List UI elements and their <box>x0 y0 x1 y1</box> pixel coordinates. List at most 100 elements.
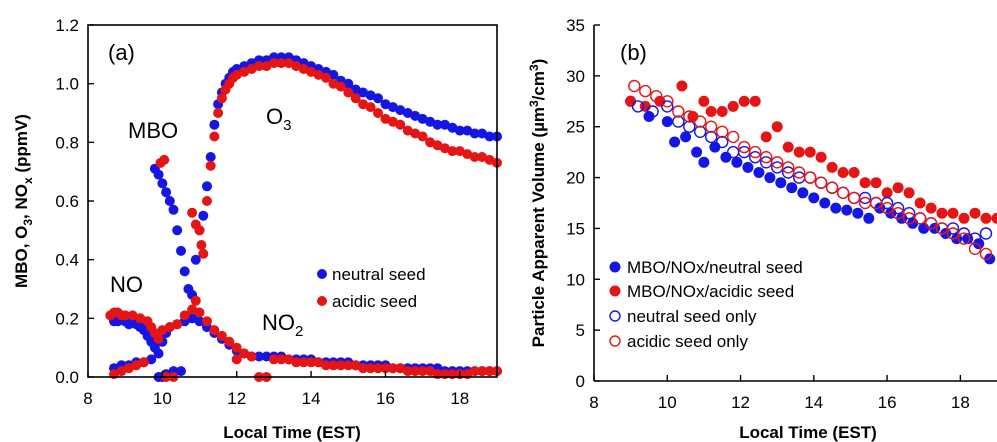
point-neutral-seed-only-0 <box>631 100 645 113</box>
b-y-tick-label-5: 25 <box>566 118 585 137</box>
point-acidic-seed-15 <box>231 69 242 80</box>
point-mbo-nox-acidic-seed-17 <box>826 161 838 173</box>
annotation-no2-main: NO <box>262 310 295 335</box>
point-mbo-nox-acidic-seed-12 <box>771 121 783 133</box>
point-mbo-nox-acidic-seed-5 <box>698 95 710 107</box>
point-neutral-seed-77 <box>194 316 205 327</box>
point-acidic-seed-95 <box>335 360 346 371</box>
point-acidic-seed-44 <box>447 146 458 157</box>
point-neutral-seed-only-4 <box>683 120 696 133</box>
point-acidic-seed-23 <box>291 61 302 72</box>
point-mbo-nox-acidic-seed-8 <box>727 100 739 112</box>
point-neutral-seed-2 <box>157 178 168 189</box>
point-acidic-seed-47 <box>469 152 480 162</box>
point-acidic-seed-99 <box>365 363 376 374</box>
panel-a-y-axis-title: MBO, O3, NOx (ppmV) <box>12 114 35 288</box>
point-mbo-nox-neutral-seed-15 <box>797 187 809 199</box>
panel-a-y-title-sub2: x <box>21 177 35 184</box>
b-x-tick-label-1: 10 <box>658 393 677 412</box>
point-acidic-seed-33 <box>365 102 376 113</box>
point-acidic-seed-only-30 <box>957 232 971 245</box>
point-acidic-seed-9 <box>209 131 220 142</box>
point-mbo-nox-acidic-seed-14 <box>793 146 805 158</box>
a-y-tick-label-4: 0.8 <box>55 133 79 152</box>
panel-a-y-title-mid: , NO <box>12 184 31 219</box>
point-neutral-seed-55 <box>477 128 488 139</box>
point-acidic-seed-only-3 <box>661 95 674 108</box>
panel-a-x-ticks: 8 10 12 14 16 18 <box>83 371 469 408</box>
point-acidic-seed-45 <box>454 146 465 157</box>
point-acidic-seed-79 <box>131 360 142 371</box>
point-acidic-seed-75 <box>246 351 257 362</box>
point-neutral-seed-37 <box>343 78 354 89</box>
panel-b-y-axis-title: Particle Apparent Volume (µm3/cm3) <box>527 59 548 348</box>
a-y-tick-label-5: 1.0 <box>55 75 79 94</box>
point-mbo-nox-neutral-seed-9 <box>731 156 743 168</box>
point-acidic-seed-37 <box>395 119 406 130</box>
panel-a-y-title-main: MBO, O <box>12 226 31 288</box>
point-mbo-nox-acidic-seed-26 <box>925 202 937 214</box>
point-acidic-seed-34 <box>373 108 383 118</box>
point-neutral-seed-7 <box>176 245 186 256</box>
legend-marker-neutral-seed <box>317 269 327 279</box>
point-acidic-seed-113 <box>469 366 480 377</box>
point-acidic-seed-only-14 <box>782 161 795 174</box>
point-mbo-nox-acidic-seed-28 <box>947 207 959 219</box>
point-mbo-nox-acidic-seed-10 <box>749 95 761 107</box>
panel-b-x-ticks: 8 10 12 14 16 18 <box>589 375 970 412</box>
a-y-tick-label-3: 0.6 <box>55 192 79 211</box>
point-neutral-seed-85 <box>254 351 264 362</box>
b-x-tick-label-5: 18 <box>951 393 970 412</box>
point-acidic-seed-106 <box>417 366 428 377</box>
point-acidic-seed-94 <box>328 360 339 371</box>
point-acidic-seed-18 <box>254 61 264 72</box>
point-neutral-seed-96 <box>176 366 186 377</box>
point-acidic-seed-86 <box>268 354 279 365</box>
panel-b-y-title-mid: /cm <box>529 71 548 100</box>
point-acidic-seed-48 <box>477 152 488 162</box>
point-mbo-nox-acidic-seed-15 <box>804 146 816 158</box>
panel-b-y-title-sup2: 3 <box>527 64 541 71</box>
a-x-tick-label-1: 10 <box>153 389 172 408</box>
point-mbo-nox-acidic-seed-11 <box>760 131 772 143</box>
legend-marker-acidic-seed <box>317 296 327 306</box>
point-acidic-seed-89 <box>291 357 302 368</box>
point-neutral-seed-70 <box>153 348 164 359</box>
point-acidic-seed-68 <box>194 307 205 318</box>
point-acidic-seed-67 <box>190 295 201 306</box>
point-mbo-nox-neutral-seed-2 <box>661 116 673 128</box>
point-acidic-seed-72 <box>224 336 235 347</box>
point-mbo-nox-neutral-seed-14 <box>786 182 798 194</box>
legend-label-mbo-nox-neutral-seed: MBO/NOx/neutral seed <box>627 258 803 277</box>
point-neutral-seed-5 <box>168 204 179 215</box>
point-acidic-seed-83 <box>231 354 242 365</box>
a-y-tick-label-0: 0.0 <box>55 368 79 387</box>
point-acidic-seed-93 <box>321 360 331 371</box>
point-neutral-seed-only-31 <box>979 227 993 240</box>
point-mbo-nox-neutral-seed-31 <box>973 238 985 250</box>
panel-b-y-title-end: ) <box>529 59 548 65</box>
point-acidic-seed-6 <box>198 248 209 259</box>
point-mbo-nox-acidic-seed-29 <box>958 212 970 224</box>
point-acidic-seed-only-10 <box>738 140 751 154</box>
legend-label-mbo-nox-acidic-seed: MBO/NOx/acidic seed <box>627 282 794 301</box>
point-neutral-seed-only-3 <box>672 115 685 128</box>
legend-marker-neutral-seed-only <box>609 310 621 322</box>
point-acidic-seed-21 <box>276 58 287 69</box>
point-mbo-nox-acidic-seed-16 <box>815 151 827 163</box>
legend-marker-mbo-nox-neutral-seed <box>609 261 621 273</box>
b-x-tick-label-0: 8 <box>589 393 598 412</box>
point-acidic-seed-only-24 <box>891 206 905 220</box>
panel-b-y-ticks: 0 5 10 15 20 25 30 35 <box>566 16 600 391</box>
b-x-tick-label-3: 14 <box>804 393 823 412</box>
point-mbo-nox-acidic-seed-20 <box>859 177 871 189</box>
point-acidic-seed-73 <box>231 342 242 353</box>
point-acidic-seed-only-20 <box>847 191 861 205</box>
point-neutral-seed-49 <box>432 119 443 130</box>
point-mbo-nox-neutral-seed-10 <box>742 161 754 173</box>
point-acidic-seed-102 <box>387 363 398 374</box>
point-acidic-seed-29 <box>335 81 346 92</box>
legend-label-acidic-seed: acidic seed <box>332 292 417 311</box>
panel-b-x-axis-title: Local Time (EST) <box>739 423 877 442</box>
panel-a-y-title-end: (ppmV) <box>12 114 31 177</box>
